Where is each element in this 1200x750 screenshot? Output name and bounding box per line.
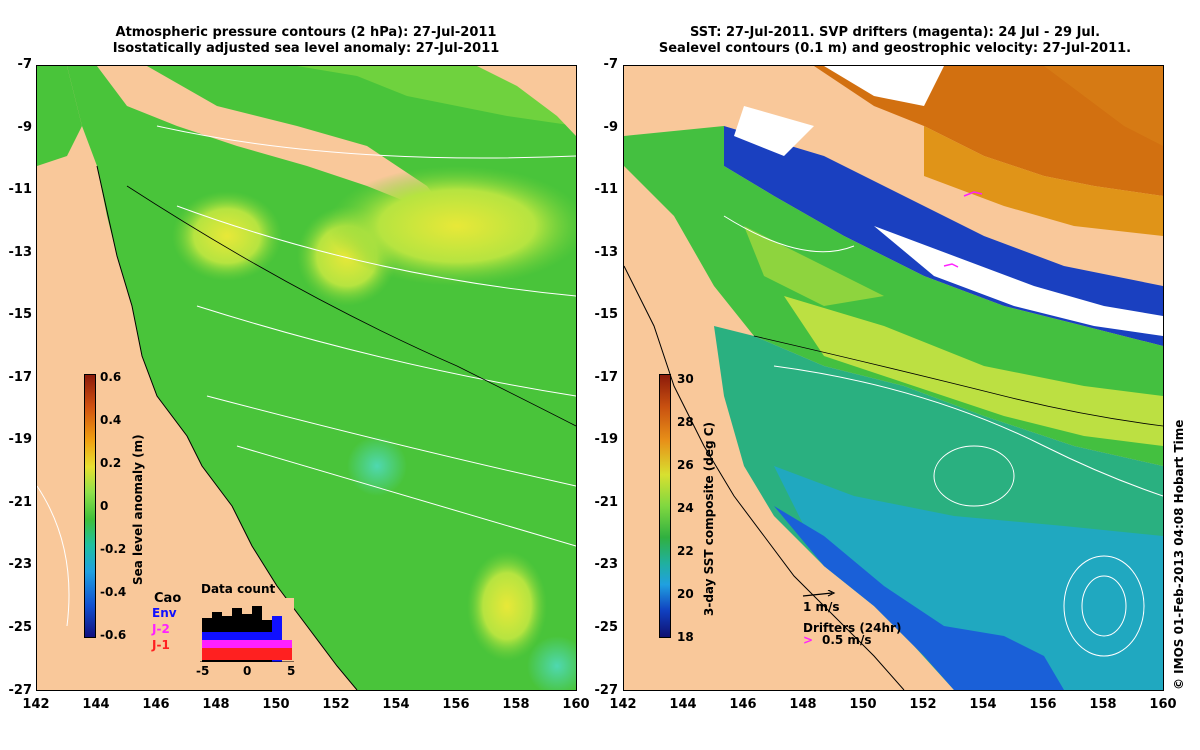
left-title-line1: Atmospheric pressure contours (2 hPa): 2… xyxy=(115,25,497,40)
left-y-tick: -11 xyxy=(8,182,33,197)
left-x-tick: 156 xyxy=(442,697,470,712)
right-x-tick: 154 xyxy=(969,697,997,712)
right-y-tick: -13 xyxy=(594,245,619,260)
left-x-tick: 144 xyxy=(82,697,110,712)
left-x-tick: 150 xyxy=(262,697,290,712)
left-cb-tick: -0.2 xyxy=(100,542,127,556)
right-y-tick: -23 xyxy=(594,557,619,572)
data-count-legend-env: Env xyxy=(152,606,177,620)
left-map xyxy=(36,65,577,691)
right-y-tick: -17 xyxy=(594,370,619,385)
velocity-scale-arrow xyxy=(802,590,836,597)
left-cb-tick: 0.4 xyxy=(100,413,122,427)
data-count-overlay-label: Cao xyxy=(154,591,182,606)
right-y-tick: -15 xyxy=(594,307,619,322)
right-y-tick: -21 xyxy=(594,495,619,510)
data-count-xtick: -5 xyxy=(196,664,210,678)
left-x-tick: 142 xyxy=(22,697,50,712)
right-map xyxy=(623,65,1164,691)
left-cb-tick: 0.6 xyxy=(100,370,122,384)
left-y-tick: -23 xyxy=(8,557,33,572)
left-x-tick: 152 xyxy=(322,697,350,712)
right-x-tick: 146 xyxy=(729,697,757,712)
right-y-tick: -7 xyxy=(603,57,618,72)
sst-map xyxy=(624,66,1163,690)
right-cb-tick: 26 xyxy=(677,458,694,472)
left-x-tick: 148 xyxy=(202,697,230,712)
data-count-legend-j2: J-2 xyxy=(152,622,170,636)
left-x-tick: 160 xyxy=(562,697,590,712)
left-colorbar-label: Sea level anomaly (m) xyxy=(131,434,145,585)
right-colorbar xyxy=(659,374,671,638)
right-cb-tick: 20 xyxy=(677,587,694,601)
right-y-tick: -9 xyxy=(603,120,618,135)
right-cb-tick: 18 xyxy=(677,630,694,644)
data-count-xtick: 0 xyxy=(243,664,252,678)
left-title-line2: Isostatically adjusted sea level anomaly… xyxy=(112,41,500,56)
right-cb-tick: 22 xyxy=(677,544,694,558)
data-count-legend-j1: J-1 xyxy=(152,638,170,652)
left-y-tick: -19 xyxy=(8,432,33,447)
left-y-tick: -27 xyxy=(8,683,33,698)
drifter-scale-arrow-icon: > xyxy=(803,633,814,647)
right-x-tick: 160 xyxy=(1149,697,1177,712)
right-x-tick: 156 xyxy=(1029,697,1057,712)
left-x-tick: 154 xyxy=(382,697,410,712)
right-x-tick: 150 xyxy=(849,697,877,712)
left-x-tick: 158 xyxy=(502,697,530,712)
velocity-scale-label: 1 m/s xyxy=(803,600,840,614)
right-colorbar-label: 3-day SST composite (deg C) xyxy=(702,421,716,616)
left-y-tick: -15 xyxy=(8,307,33,322)
left-y-tick: -21 xyxy=(8,495,33,510)
left-cb-tick: 0 xyxy=(100,499,109,513)
left-y-tick: -17 xyxy=(8,370,33,385)
right-cb-tick: 28 xyxy=(677,415,694,429)
right-y-tick: -25 xyxy=(594,620,619,635)
left-cb-tick: 0.2 xyxy=(100,456,122,470)
right-x-tick: 144 xyxy=(669,697,697,712)
sea-level-anomaly-map xyxy=(37,66,576,690)
right-title-line2: Sealevel contours (0.1 m) and geostrophi… xyxy=(658,41,1132,56)
left-cb-tick: -0.6 xyxy=(100,628,127,642)
drifters-label: Drifters (24hr) xyxy=(803,621,902,635)
drifters-scale-label: 0.5 m/s xyxy=(822,633,872,647)
right-y-tick: -11 xyxy=(594,182,619,197)
data-count-title: Data count xyxy=(201,582,276,596)
right-title-line1: SST: 27-Jul-2011. SVP drifters (magenta)… xyxy=(689,25,1101,40)
imos-credit: © IMOS 01-Feb-2013 04:08 Hobart Time xyxy=(1172,419,1186,690)
right-cb-tick: 24 xyxy=(677,501,694,515)
left-cb-tick: -0.4 xyxy=(100,585,127,599)
right-x-tick: 158 xyxy=(1089,697,1117,712)
left-colorbar xyxy=(84,374,96,638)
data-count-xtick: 5 xyxy=(287,664,296,678)
right-x-tick: 152 xyxy=(909,697,937,712)
right-cb-tick: 30 xyxy=(677,372,694,386)
left-y-tick: -25 xyxy=(8,620,33,635)
left-x-tick: 146 xyxy=(142,697,170,712)
right-y-tick: -27 xyxy=(594,683,619,698)
left-y-tick: -9 xyxy=(17,120,32,135)
right-y-tick: -19 xyxy=(594,432,619,447)
right-x-tick: 148 xyxy=(789,697,817,712)
data-count-histogram xyxy=(200,598,294,662)
left-y-tick: -13 xyxy=(8,245,33,260)
right-x-tick: 142 xyxy=(609,697,637,712)
left-y-tick: -7 xyxy=(17,57,32,72)
